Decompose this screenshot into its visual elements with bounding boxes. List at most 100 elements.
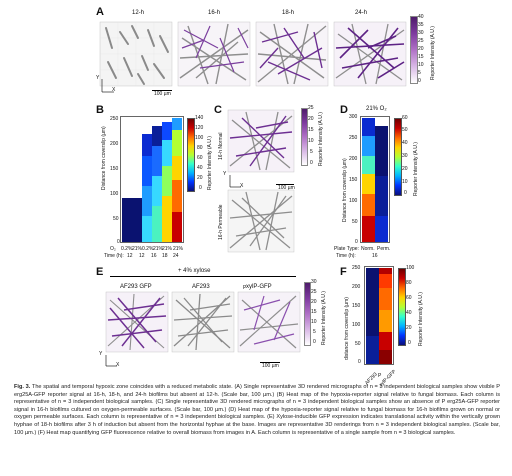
panel-e-axis-y: Y <box>99 351 103 357</box>
panel-d-cbar-title: Reporter Intensity (A.U.) <box>413 142 419 196</box>
panel-f-cbar-title: Reporter Intensity (A.U.) <box>418 292 424 346</box>
panel-b-cbar-tick-4: 60 <box>197 155 203 161</box>
panel-f-label: F <box>340 266 347 278</box>
panel-f-ytick-1: 200 <box>352 284 361 290</box>
panel-c-row-permeable: 16-h Permeable <box>218 204 224 240</box>
panel-a-scale-label: 100 µm <box>154 91 171 97</box>
panel-e-colorbar <box>304 282 311 346</box>
panel-e-strain-xylp: xylP-GFP <box>246 284 272 290</box>
micrograph-af293gfp <box>105 291 169 353</box>
panel-c-scale-bar <box>276 184 294 185</box>
panel-b-cbar-tick-2: 100 <box>195 135 204 141</box>
panel-b-cbar-tick-3: 80 <box>197 145 203 151</box>
panel-a-time-12h: 12-h <box>132 10 145 16</box>
panel-f-colorbar <box>398 268 406 346</box>
panel-d-ytick-4: 100 <box>349 198 358 204</box>
panel-b-colorbar <box>187 118 195 192</box>
panel-f-ytick-3: 100 <box>352 322 361 328</box>
panel-b-cbar-tick-1: 120 <box>195 125 204 131</box>
panel-b-cbar-tick-5: 40 <box>197 165 203 171</box>
caption-body: (A) Single representative 3D rendered mi… <box>14 384 501 436</box>
panel-e-strain-af293: AF293 <box>192 284 210 290</box>
panel-e-label: E <box>96 266 104 278</box>
panel-e-scale-label: 100 µm <box>262 363 279 369</box>
panel-a-time-18h: 18-h <box>282 10 295 16</box>
panel-b-ytick-4: 50 <box>113 216 119 222</box>
caption-fig-number: Fig. 3. <box>14 384 31 390</box>
panel-b-cbar-tick-7: 0 <box>199 185 202 191</box>
panel-d-cbar-tick-0: 60 <box>402 115 408 121</box>
panel-b-heatmap <box>120 116 184 243</box>
panel-c-cbar-title: Reporter Intensity (A.U.) <box>318 112 324 166</box>
panel-d-ytick-6: 0 <box>355 239 358 245</box>
panel-b-ytick-0: 250 <box>110 116 119 122</box>
panel-a-cbar-tick-5: 15 <box>418 54 424 60</box>
panel-a-cbar-tick-3: 25 <box>418 38 424 44</box>
panel-e-cbar-tick-5: 5 <box>313 329 316 335</box>
micrograph-16h <box>177 21 251 87</box>
panel-f-ytick-5: 0 <box>358 359 361 365</box>
panel-e-cbar-tick-4: 10 <box>311 319 317 325</box>
panel-f-cbar-tick-0: 100 <box>406 265 415 271</box>
panel-e-title: + 4% xylose <box>178 268 211 274</box>
panel-c-axes-icon <box>229 175 241 188</box>
panel-a-time-24h: 24-h <box>355 10 368 16</box>
panel-a-axis-y: Y <box>96 75 100 81</box>
panel-a-cbar-tick-1: 35 <box>418 22 424 28</box>
panel-f-cbar-tick-3: 40 <box>406 310 412 316</box>
panel-c-scale-label: 100 µm <box>278 185 295 191</box>
panel-b-time-4: 24 <box>173 253 179 259</box>
panel-f-ytick-0: 250 <box>352 265 361 271</box>
panel-d-ytick-2: 200 <box>349 156 358 162</box>
panel-c-label: C <box>214 104 222 116</box>
panel-d-time-value: 16 <box>372 253 378 259</box>
panel-d-plate-type-label: Plate Type: <box>334 246 359 252</box>
panel-b-time-3: 18 <box>162 253 168 259</box>
panel-f-heatmap <box>364 266 394 365</box>
panel-c-axis-x: X <box>240 183 244 189</box>
micrograph-xylp-gfp <box>237 291 301 353</box>
panel-a-cbar-tick-8: 0 <box>418 78 421 84</box>
panel-b-o2-2: 0.2% <box>142 246 154 252</box>
panel-b-cbar-title: Reporter Intensity (A.U.) <box>207 136 213 190</box>
panel-c-axis-y: Y <box>223 171 227 177</box>
panel-e-bracket-line <box>110 276 296 277</box>
panel-a-axes-icon <box>101 79 114 93</box>
panel-d-time-label: Time (h): <box>336 253 356 259</box>
panel-e-axes-icon <box>105 355 117 367</box>
panel-a-axis-x: X <box>112 87 116 93</box>
panel-c-micrographs <box>227 109 295 253</box>
panel-f-xcat-prefix: P <box>378 373 382 379</box>
figure-caption: Fig. 3. The spatial and temporal hypoxic… <box>14 384 500 437</box>
panel-e-cbar-tick-2: 20 <box>311 299 317 305</box>
panel-f-ytick-2: 150 <box>352 303 361 309</box>
panel-e-cbar-tick-3: 15 <box>311 309 317 315</box>
panel-c-colorbar <box>301 108 308 166</box>
panel-e-cbar-tick-0: 30 <box>311 279 317 285</box>
panel-b-time-label: Time (h): <box>104 253 124 259</box>
panel-e-strain-af293gfp: AF293 GFP <box>120 284 152 290</box>
panel-e-strain-prefix: P <box>243 285 247 291</box>
panel-b-ytick-5: 0 <box>117 239 120 245</box>
panel-b-o2-5: 21% <box>173 246 184 252</box>
panel-b-cbar-tick-0: 140 <box>195 115 204 121</box>
panel-b-o2-3: 21% <box>153 246 164 252</box>
panel-b-o2-0: 0.2% <box>121 246 133 252</box>
panel-a-cbar-tick-4: 20 <box>418 46 424 52</box>
panel-e-cbar-tick-1: 25 <box>311 289 317 295</box>
micrograph-12h <box>99 21 173 87</box>
panel-e-cbar-title: Reporter Intensity (A.U.) <box>321 291 327 345</box>
panel-d-cbar-tick-2: 40 <box>402 140 408 146</box>
panel-c-cbar-tick-1: 20 <box>308 116 314 122</box>
panel-b-time-0: 12 <box>127 253 133 259</box>
panel-d-title: 21% O₂ <box>366 106 387 112</box>
panel-b-o2-4: 21% <box>162 246 173 252</box>
panel-a-cbar-tick-0: 40 <box>418 14 424 20</box>
panel-f-ytick-4: 50 <box>355 341 361 347</box>
panel-c-cbar-tick-2: 15 <box>308 127 314 133</box>
panel-a-label: A <box>96 6 104 18</box>
panel-b-time-1: 12 <box>139 253 145 259</box>
panel-d-xcat-permeable: Perm. <box>377 246 391 252</box>
panel-d-cbar-tick-6: 0 <box>404 190 407 196</box>
panel-a-micrographs <box>99 21 407 87</box>
